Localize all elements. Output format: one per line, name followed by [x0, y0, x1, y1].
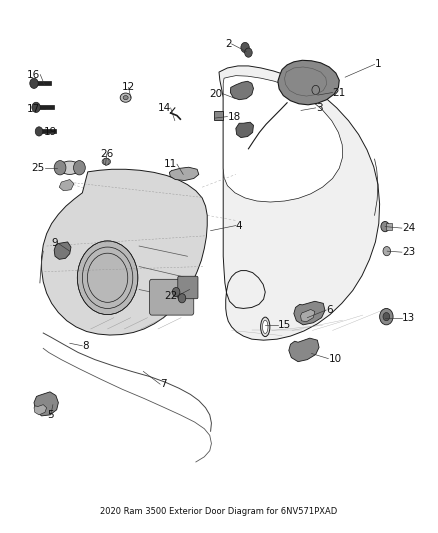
Polygon shape: [278, 60, 339, 105]
Text: 2: 2: [225, 39, 232, 49]
Text: 23: 23: [402, 247, 415, 257]
Circle shape: [383, 247, 391, 256]
Text: 9: 9: [52, 238, 58, 248]
Polygon shape: [223, 76, 343, 202]
Text: 13: 13: [402, 313, 415, 322]
Circle shape: [35, 127, 43, 136]
Circle shape: [178, 294, 186, 303]
FancyBboxPatch shape: [214, 111, 223, 120]
Polygon shape: [34, 405, 46, 415]
Text: 10: 10: [328, 353, 342, 364]
Text: 12: 12: [122, 83, 135, 92]
Circle shape: [383, 312, 390, 321]
Polygon shape: [59, 180, 74, 191]
Ellipse shape: [59, 161, 80, 174]
FancyBboxPatch shape: [178, 276, 198, 298]
Ellipse shape: [120, 93, 131, 102]
Polygon shape: [294, 301, 325, 325]
Polygon shape: [219, 66, 380, 340]
Text: 2020 Ram 3500 Exterior Door Diagram for 6NV571PXAD: 2020 Ram 3500 Exterior Door Diagram for …: [100, 506, 338, 515]
Polygon shape: [54, 242, 71, 260]
Circle shape: [312, 85, 319, 94]
Polygon shape: [39, 130, 56, 133]
Circle shape: [245, 48, 252, 57]
Polygon shape: [36, 106, 54, 109]
Text: 7: 7: [160, 379, 167, 389]
Polygon shape: [230, 81, 254, 100]
Text: 17: 17: [27, 104, 40, 114]
Polygon shape: [34, 392, 58, 416]
Text: 25: 25: [31, 163, 45, 173]
Text: 6: 6: [326, 305, 333, 315]
Polygon shape: [289, 338, 319, 362]
Text: 1: 1: [374, 59, 381, 69]
Circle shape: [74, 160, 85, 175]
Circle shape: [77, 241, 138, 314]
Text: 18: 18: [227, 111, 240, 122]
Text: 15: 15: [278, 320, 291, 330]
Text: 11: 11: [164, 159, 177, 169]
Text: 19: 19: [44, 127, 57, 138]
Circle shape: [241, 43, 249, 53]
Text: 20: 20: [209, 88, 223, 99]
Circle shape: [32, 102, 40, 112]
Circle shape: [381, 222, 389, 232]
Text: 16: 16: [27, 70, 40, 79]
Ellipse shape: [262, 320, 268, 334]
Circle shape: [172, 287, 180, 297]
Circle shape: [54, 160, 66, 175]
Text: 14: 14: [157, 103, 171, 113]
Ellipse shape: [123, 95, 128, 100]
Circle shape: [103, 158, 109, 165]
Polygon shape: [170, 167, 199, 181]
Polygon shape: [236, 122, 254, 138]
Text: 21: 21: [332, 87, 346, 98]
Polygon shape: [42, 169, 207, 335]
Ellipse shape: [261, 317, 270, 337]
Text: 5: 5: [47, 410, 54, 420]
Polygon shape: [34, 81, 51, 85]
Text: 4: 4: [236, 221, 243, 231]
Ellipse shape: [102, 158, 110, 165]
Circle shape: [30, 78, 38, 88]
FancyBboxPatch shape: [150, 279, 194, 315]
Text: 8: 8: [82, 341, 89, 351]
Polygon shape: [300, 310, 315, 322]
Circle shape: [380, 309, 393, 325]
Text: 24: 24: [402, 223, 415, 233]
FancyBboxPatch shape: [386, 223, 392, 230]
Text: 3: 3: [316, 103, 322, 113]
Text: 26: 26: [100, 149, 113, 159]
Text: 22: 22: [165, 290, 178, 301]
